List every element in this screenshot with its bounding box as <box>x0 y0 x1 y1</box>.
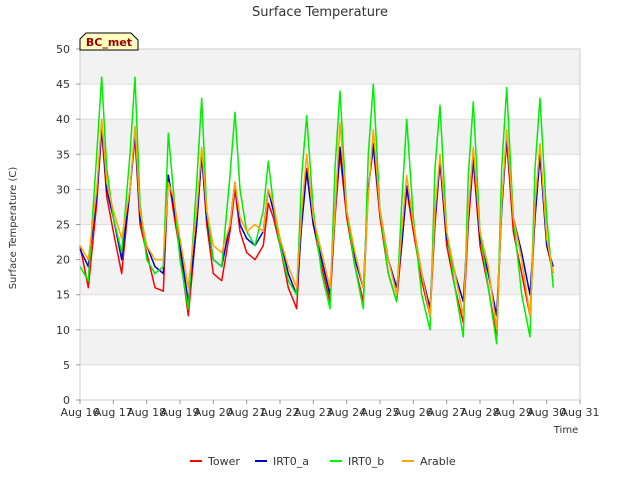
chart-title: Surface Temperature <box>252 5 388 20</box>
x-tick-label: Aug 21 <box>227 406 266 419</box>
badge-label: BC_met <box>86 36 132 49</box>
x-tick-label: Aug 16 <box>61 406 100 419</box>
x-tick-label: Aug 18 <box>127 406 166 419</box>
x-tick-label: Aug 20 <box>194 406 233 419</box>
station-badge: BC_met <box>79 32 139 51</box>
series-line-irt0-b <box>79 76 555 345</box>
background-band <box>80 189 580 225</box>
x-tick-label: Aug 28 <box>461 406 500 419</box>
y-tick-label: 40 <box>56 113 70 126</box>
legend-label: IRT0_b <box>348 455 384 468</box>
y-tick-label: 20 <box>56 254 70 267</box>
y-tick-label: 50 <box>56 43 70 56</box>
x-tick-label: Aug 29 <box>494 406 533 419</box>
x-tick-label: Aug 27 <box>427 406 466 419</box>
x-tick-label: Aug 22 <box>261 406 300 419</box>
y-axis-ticks: 0 5 10 15 20 25 30 35 40 45 50 <box>56 43 80 407</box>
x-tick-label: Aug 19 <box>161 406 200 419</box>
x-tick-label: Aug 23 <box>294 406 333 419</box>
y-tick-label: 10 <box>56 324 70 337</box>
x-axis-label: Time <box>553 425 578 436</box>
y-tick-label: 35 <box>56 148 70 161</box>
legend-label: Tower <box>207 455 240 468</box>
x-tick-label: Aug 25 <box>361 406 400 419</box>
y-axis-label: Surface Temperature (C) <box>8 167 19 290</box>
x-tick-label: Aug 30 <box>527 406 566 419</box>
y-tick-label: 25 <box>56 219 70 232</box>
x-tick-label: Aug 26 <box>394 406 433 419</box>
legend-label: IRT0_a <box>273 455 309 468</box>
y-tick-label: 15 <box>56 289 70 302</box>
x-tick-label: Aug 17 <box>94 406 133 419</box>
y-tick-label: 45 <box>56 78 70 91</box>
y-tick-label: 30 <box>56 183 70 196</box>
plot-background-bands <box>80 49 580 365</box>
background-band <box>80 329 580 365</box>
x-tick-label: Aug 31 <box>561 406 600 419</box>
series-line-arable <box>79 118 555 331</box>
legend: Tower IRT0_a IRT0_b Arable <box>190 455 456 468</box>
series-lines <box>79 76 555 345</box>
y-tick-label: 0 <box>63 394 70 407</box>
background-band <box>80 49 580 85</box>
badge-shape <box>79 32 139 51</box>
x-tick-label: Aug 24 <box>327 406 366 419</box>
y-tick-label: 5 <box>63 359 70 372</box>
background-band <box>80 119 580 155</box>
legend-label: Arable <box>420 455 456 468</box>
